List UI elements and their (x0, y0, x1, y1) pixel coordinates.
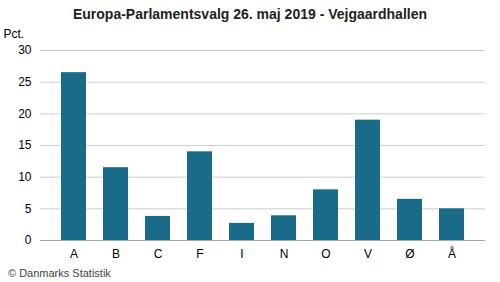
html-text:© Danmarks Statistik: © Danmarks Statistik (8, 267, 111, 279)
svg-text:O: O (321, 247, 330, 261)
svg-text:I: I (240, 247, 243, 261)
svg-text:10: 10 (18, 170, 32, 184)
svg-text:15: 15 (18, 138, 32, 152)
svg-text:Pct.: Pct. (4, 27, 25, 41)
svg-text:Ø: Ø (405, 247, 414, 261)
svg-text:C: C (154, 247, 163, 261)
svg-text:A: A (70, 247, 78, 261)
svg-text:V: V (364, 247, 372, 261)
svg-text:25: 25 (18, 75, 32, 89)
svg-text:B: B (112, 247, 120, 261)
html-text:Europa-Parlamentsvalg 26. maj: Europa-Parlamentsvalg 26. maj 2019 - Vej… (73, 6, 427, 22)
svg-text:N: N (280, 247, 289, 261)
svg-text:5: 5 (25, 202, 32, 216)
svg-text:Å: Å (448, 246, 456, 261)
svg-text:0: 0 (25, 233, 32, 247)
svg-text:F: F (196, 247, 203, 261)
svg-text:20: 20 (18, 107, 32, 121)
svg-text:30: 30 (18, 43, 32, 57)
